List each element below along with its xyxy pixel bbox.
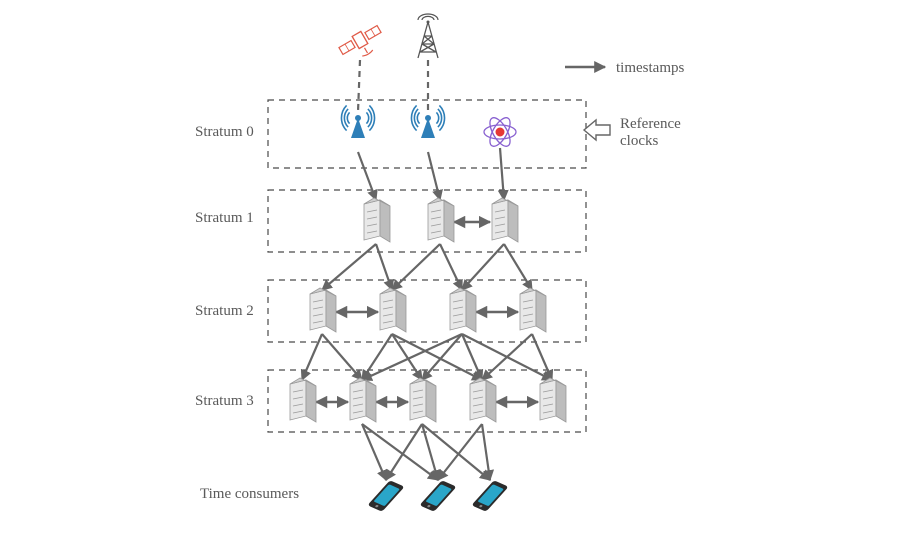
nodes (290, 14, 566, 512)
edge (392, 244, 440, 290)
server-icon (290, 378, 316, 422)
edge (358, 152, 376, 200)
phone-icon (367, 480, 404, 512)
edge (428, 152, 440, 200)
server-icon (380, 288, 406, 332)
edge (358, 60, 360, 112)
satellite-icon (337, 23, 387, 65)
server-icon (520, 288, 546, 332)
phone-icon (471, 480, 508, 512)
server-icon (492, 198, 518, 242)
label-stratum0: Stratum 0 (195, 124, 254, 140)
edge (376, 244, 392, 290)
tower-icon (418, 14, 438, 58)
server-icon (410, 378, 436, 422)
label-timestamps: timestamps (616, 60, 684, 76)
label-reference-clocks: Reference (620, 116, 681, 132)
atom-icon (484, 115, 516, 150)
edge (440, 244, 462, 290)
antenna-icon (336, 105, 375, 138)
edge (500, 148, 504, 200)
label-stratum2: Stratum 2 (195, 303, 254, 319)
edge (322, 244, 376, 290)
edge (322, 334, 362, 380)
antenna-icon (406, 105, 445, 138)
edge (532, 334, 552, 380)
label-stratum3: Stratum 3 (195, 393, 254, 409)
server-icon (364, 198, 390, 242)
edge (392, 334, 482, 380)
ntp-stratum-diagram: Stratum 0 Stratum 1 Stratum 2 Stratum 3 Time… (0, 0, 900, 539)
server-icon (470, 378, 496, 422)
edge (462, 334, 482, 380)
server-icon (310, 288, 336, 332)
server-icon (540, 378, 566, 422)
reference-arrow-icon (584, 120, 610, 140)
edge (462, 244, 504, 290)
server-icon (350, 378, 376, 422)
phone-icon (419, 480, 456, 512)
edge (422, 334, 462, 380)
edge (302, 334, 322, 380)
label-reference-clocks-2: clocks (620, 133, 658, 149)
server-icon (450, 288, 476, 332)
label-time-consumers: Time consumers (200, 486, 299, 502)
label-stratum1: Stratum 1 (195, 210, 254, 226)
server-icon (428, 198, 454, 242)
stratum-box (268, 190, 586, 252)
edge (504, 244, 532, 290)
edge (482, 334, 532, 380)
